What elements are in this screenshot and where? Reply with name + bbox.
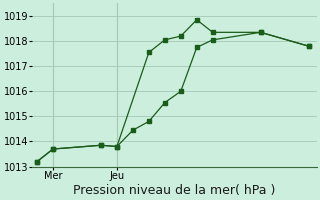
X-axis label: Pression niveau de la mer( hPa ): Pression niveau de la mer( hPa ) [73,184,276,197]
